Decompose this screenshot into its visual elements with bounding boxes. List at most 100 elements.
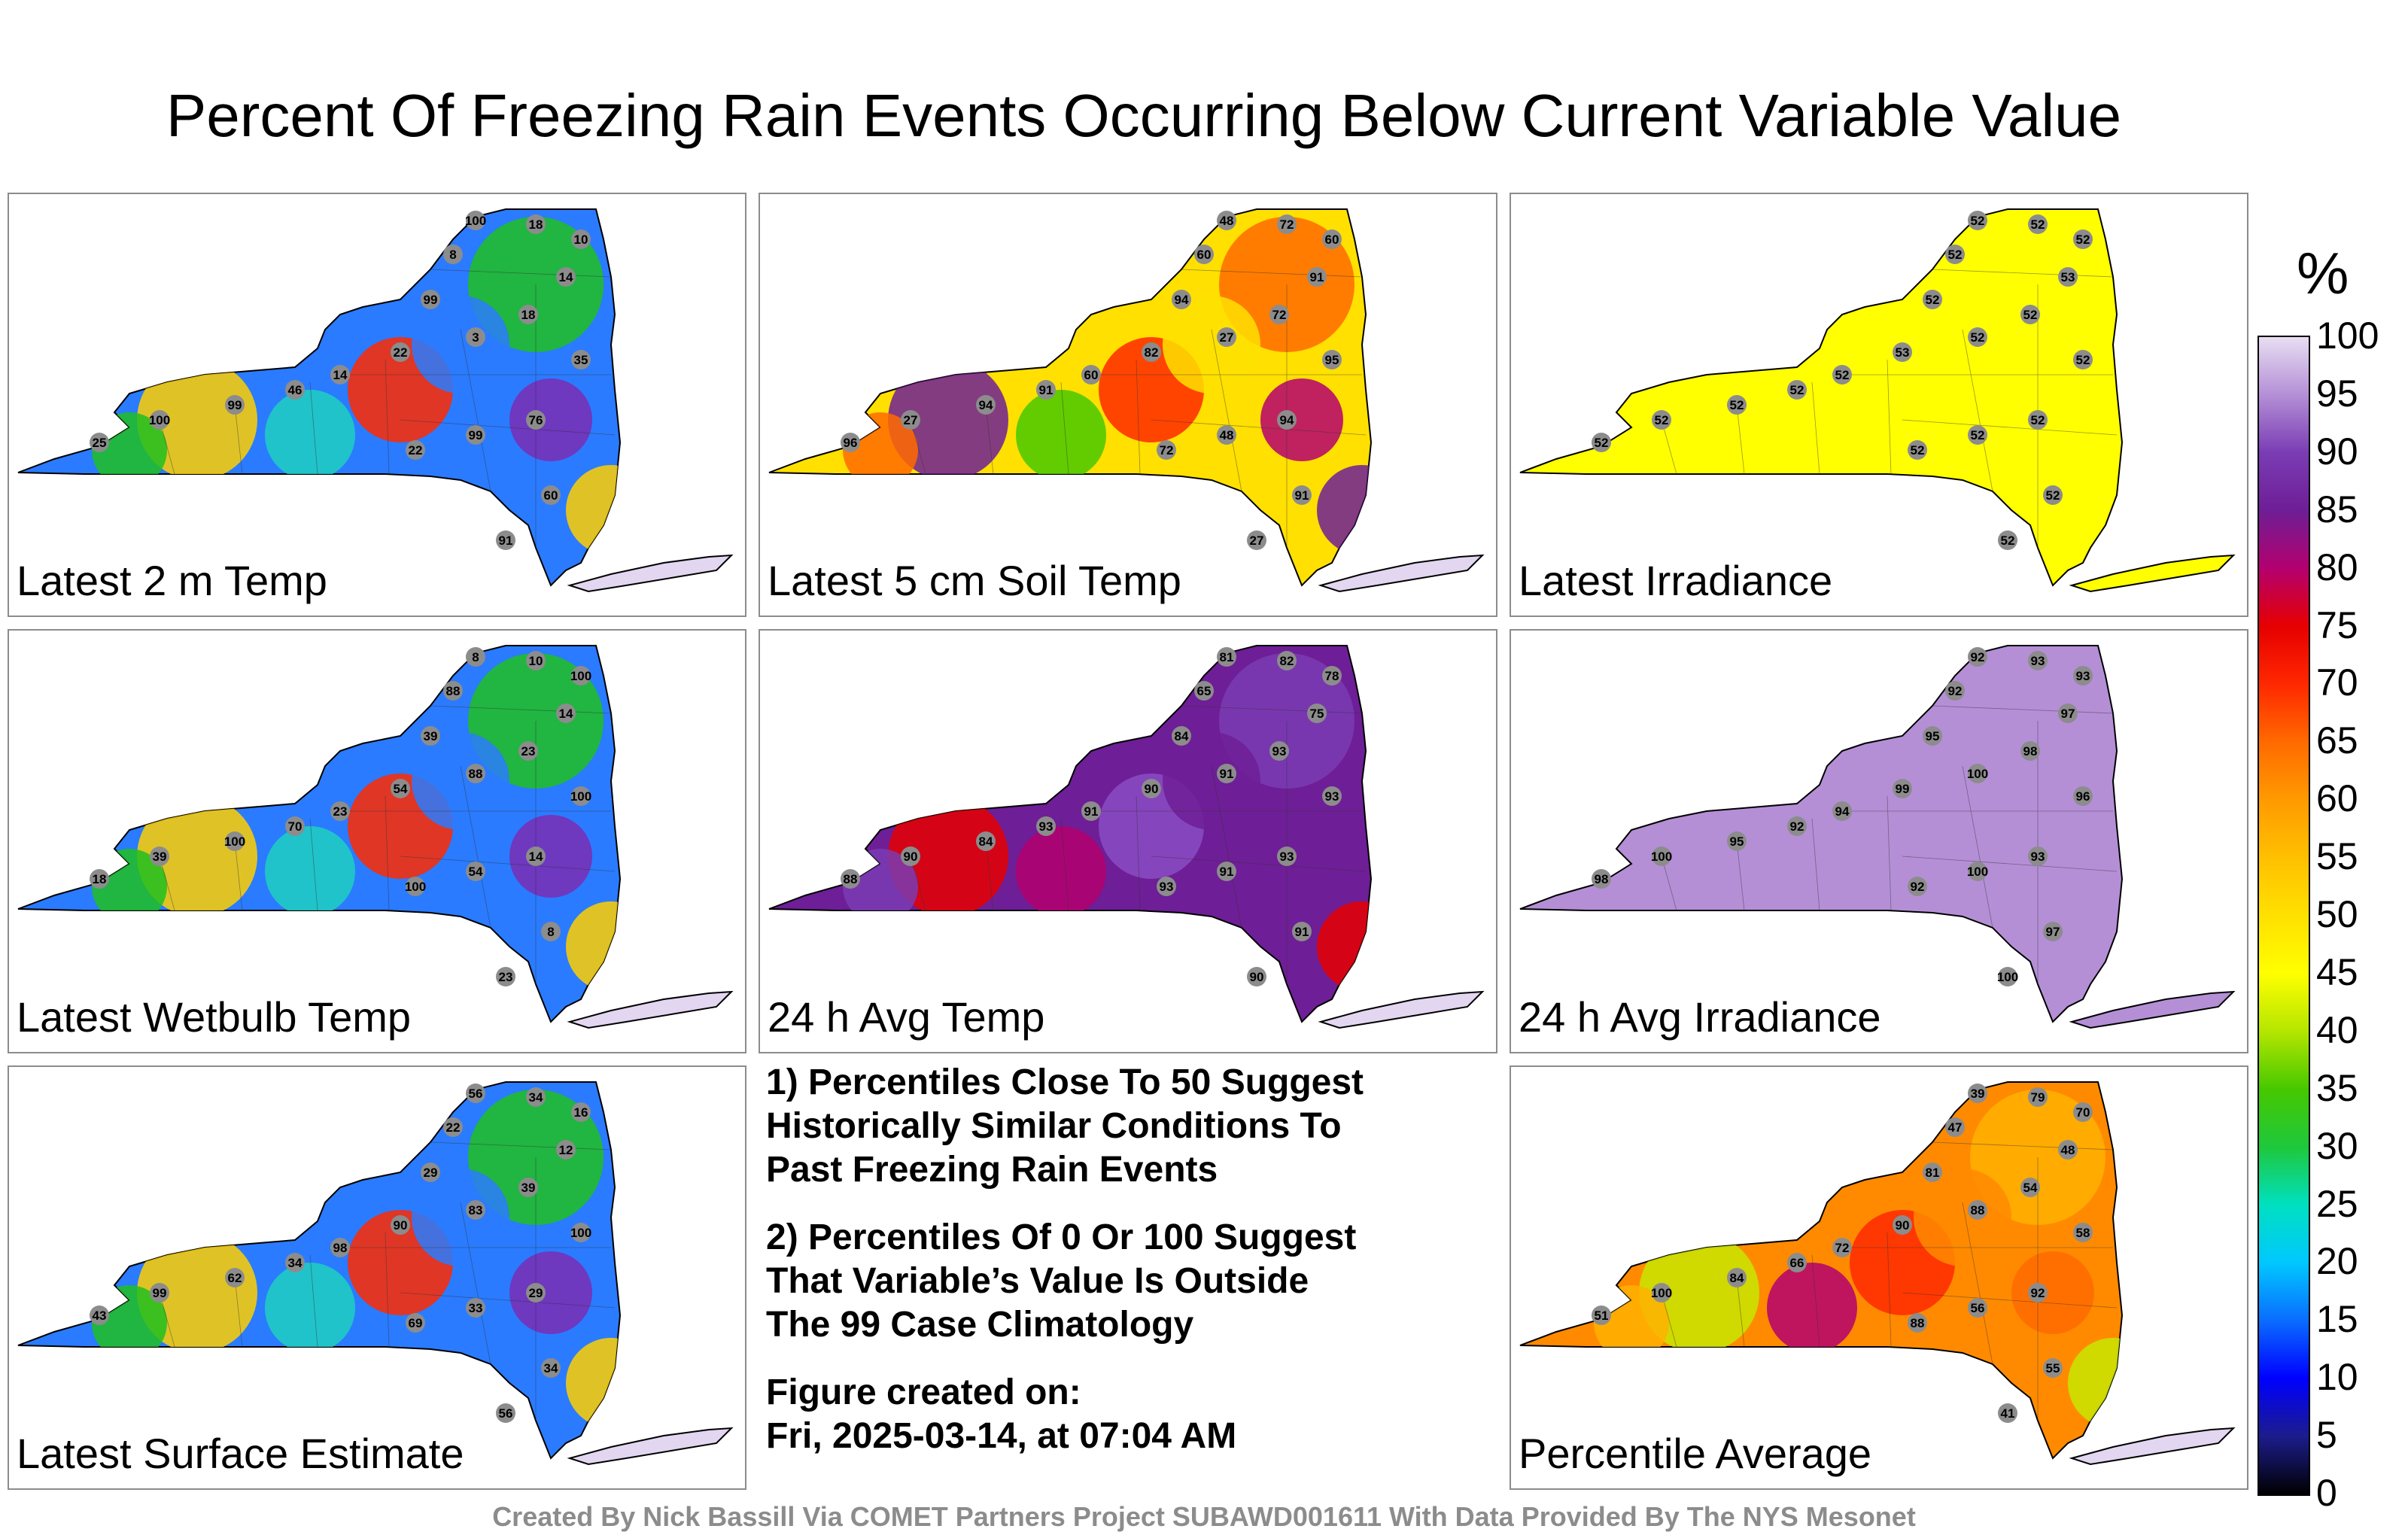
station-marker: 29 (526, 1283, 546, 1302)
station-marker: 82 (1142, 342, 1161, 362)
station-value: 92 (1948, 684, 1963, 698)
station-marker: 90 (1893, 1215, 1912, 1235)
station-value: 52 (2046, 488, 2060, 503)
station-marker: 52 (1998, 530, 2017, 550)
station-value: 98 (2023, 744, 2038, 758)
station-value: 93 (1272, 744, 1287, 758)
station-marker: 91 (1307, 267, 1327, 287)
station-marker: 52 (1727, 395, 1747, 415)
station-marker: 35 (571, 350, 591, 369)
station-value: 39 (521, 1181, 536, 1195)
station-marker: 39 (421, 726, 440, 746)
station-value: 100 (570, 669, 591, 683)
station-value: 52 (1790, 383, 1804, 397)
colorbar-tick: 10 (2316, 1356, 2358, 1399)
station-value: 29 (529, 1286, 543, 1300)
station-value: 52 (1948, 248, 1963, 262)
station-value: 8 (449, 248, 456, 262)
station-marker: 91 (1292, 485, 1312, 505)
station-value: 10 (574, 233, 588, 247)
station-marker: 52 (1923, 290, 1942, 309)
station-value: 23 (333, 804, 348, 819)
station-marker: 25 (90, 433, 109, 452)
station-value: 81 (1926, 1166, 1940, 1180)
station-marker: 79 (2028, 1087, 2048, 1107)
station-marker: 90 (1142, 779, 1161, 798)
station-marker: 54 (2020, 1178, 2040, 1197)
station-value: 14 (529, 850, 543, 864)
station-value: 99 (424, 293, 438, 307)
station-marker: 39 (1968, 1084, 1987, 1103)
station-marker: 60 (541, 485, 561, 505)
station-value: 99 (469, 428, 483, 442)
station-marker: 55 (2043, 1358, 2063, 1378)
station-marker: 100 (570, 1223, 591, 1242)
station-marker: 52 (1945, 245, 1965, 264)
station-marker: 14 (330, 365, 350, 385)
station-marker: 39 (150, 847, 169, 866)
station-marker: 95 (1322, 350, 1342, 369)
station-value: 91 (1039, 383, 1054, 397)
station-marker: 27 (1247, 530, 1266, 550)
station-marker: 18 (518, 305, 538, 324)
station-value: 47 (1948, 1120, 1963, 1135)
station-value: 60 (544, 488, 558, 503)
station-marker: 72 (1832, 1238, 1852, 1257)
station-value: 55 (2046, 1361, 2060, 1375)
station-value: 91 (1295, 488, 1309, 503)
station-marker: 88 (443, 681, 463, 701)
station-marker: 69 (406, 1313, 425, 1333)
station-marker: 100 (570, 666, 591, 685)
station-marker: 52 (2043, 485, 2063, 505)
station-marker: 27 (1217, 327, 1236, 347)
station-marker: 99 (1893, 779, 1912, 798)
station-value: 99 (228, 398, 242, 412)
station-marker: 60 (1194, 245, 1214, 264)
station-marker: 88 (1968, 1200, 1987, 1220)
station-value: 62 (228, 1271, 242, 1285)
map-panel-7: 56 34 22 16 12 29 39 83 90 100 98 34 62 99 43 33 29 69 34 5… (8, 1065, 746, 1490)
station-marker: 18 (90, 869, 109, 889)
panel-label: 24 h Avg Irradiance (1519, 993, 1881, 1041)
station-value: 60 (1197, 248, 1212, 262)
station-value: 70 (2076, 1105, 2090, 1120)
station-value: 33 (469, 1301, 483, 1315)
station-value: 27 (1220, 330, 1234, 345)
station-marker: 53 (1893, 342, 1912, 362)
station-value: 48 (1220, 428, 1234, 442)
station-marker: 54 (466, 862, 485, 881)
station-marker: 52 (2073, 350, 2093, 369)
station-value: 39 (1971, 1087, 1985, 1101)
station-value: 39 (424, 729, 438, 743)
station-value: 46 (288, 383, 303, 397)
station-value: 96 (844, 436, 858, 450)
station-marker: 66 (1787, 1253, 1807, 1272)
station-marker: 96 (841, 433, 860, 452)
station-marker: 22 (391, 342, 410, 362)
station-value: 100 (405, 880, 426, 894)
station-value: 79 (2031, 1090, 2045, 1105)
station-marker: 84 (1172, 726, 1191, 746)
station-value: 92 (2031, 1286, 2045, 1300)
station-marker: 93 (2073, 666, 2093, 685)
station-value: 94 (1835, 804, 1850, 819)
station-value: 65 (1197, 684, 1212, 698)
panel-label: Latest 2 m Temp (17, 557, 327, 604)
station-marker: 93 (2028, 847, 2048, 866)
station-marker: 91 (1292, 922, 1312, 941)
station-value: 22 (394, 345, 408, 360)
station-value: 10 (529, 654, 543, 668)
station-marker: 3 (466, 327, 485, 347)
station-marker: 52 (1968, 211, 1987, 230)
station-marker: 16 (571, 1102, 591, 1122)
station-marker: 14 (556, 704, 576, 723)
station-value: 14 (559, 270, 573, 284)
station-value: 88 (1911, 1316, 1925, 1330)
station-marker: 27 (901, 410, 920, 430)
station-marker: 82 (1277, 651, 1297, 670)
station-marker: 60 (1081, 365, 1101, 385)
station-marker: 90 (1247, 967, 1266, 986)
station-value: 75 (1310, 707, 1324, 721)
station-marker: 52 (2028, 410, 2048, 430)
colorbar-tick: 15 (2316, 1298, 2358, 1341)
